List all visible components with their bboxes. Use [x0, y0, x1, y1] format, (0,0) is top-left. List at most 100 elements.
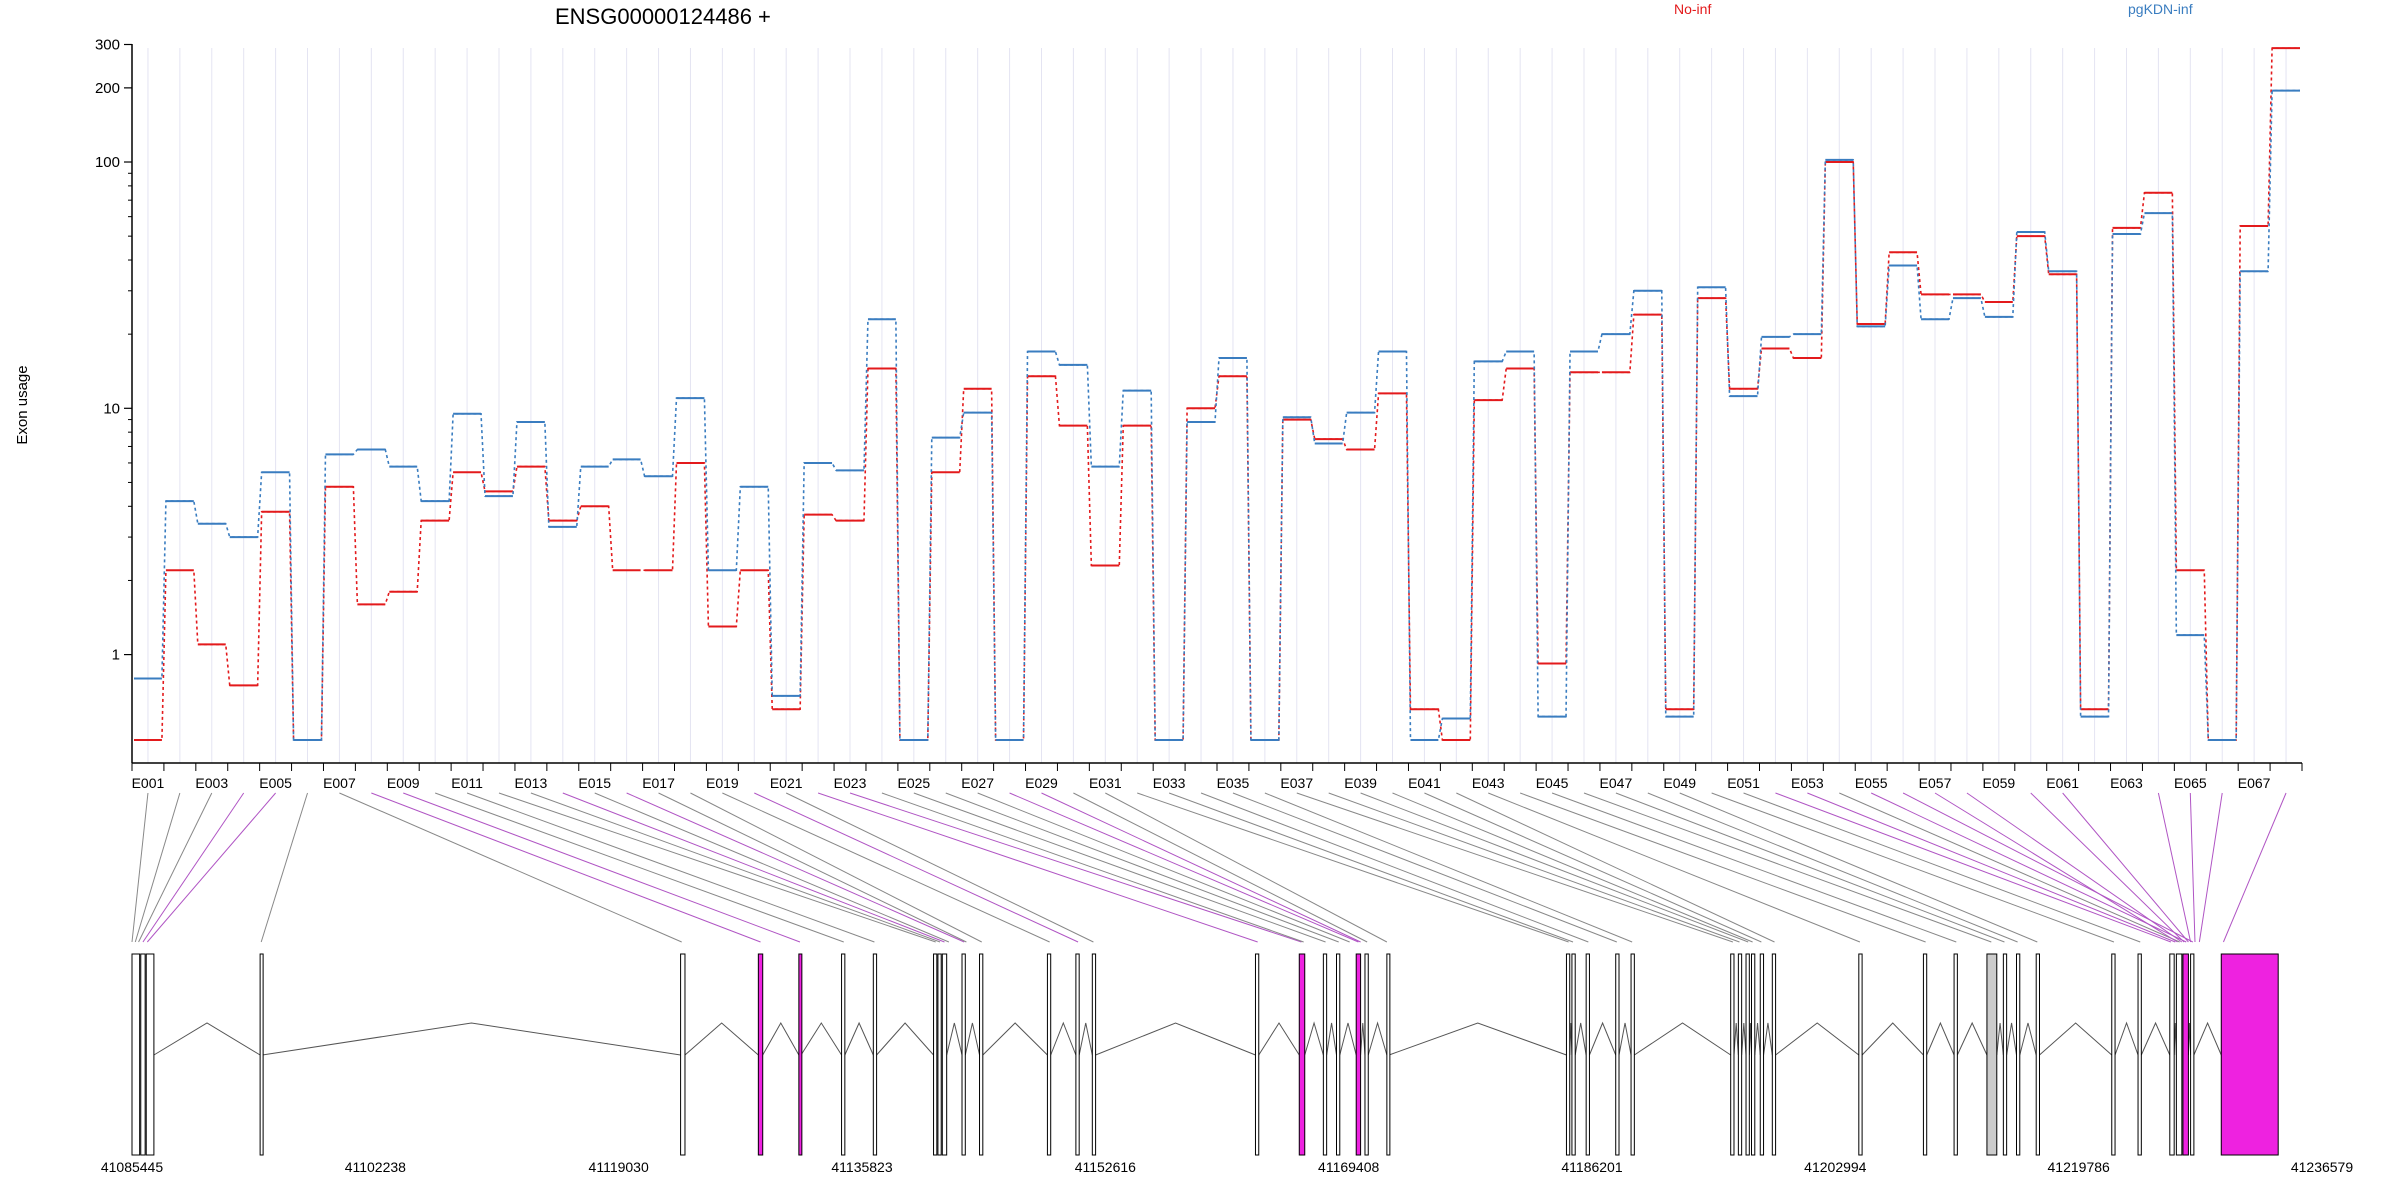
exon-connector	[1168, 792, 1574, 943]
intron-line	[1388, 1022, 1567, 1056]
x-tick-label: E007	[323, 775, 356, 791]
x-tick-label: E053	[1791, 775, 1824, 791]
exon-box	[1355, 953, 1362, 1156]
exon-connector	[1296, 792, 1734, 943]
coordinate-label: 41202994	[1804, 1159, 1867, 1175]
exon-connector	[1519, 792, 1926, 943]
exon-connector	[146, 792, 276, 943]
exon-box	[1571, 953, 1576, 1156]
exon-box	[2002, 953, 2008, 1156]
x-tick-label: E003	[195, 775, 228, 791]
exon-connector	[466, 792, 875, 943]
exon-connector	[594, 792, 950, 943]
coordinate-label: 41169408	[1318, 1159, 1379, 1175]
exon-connector	[945, 792, 1339, 943]
intron-line	[1996, 1022, 2004, 1056]
gene-model	[131, 953, 2279, 1156]
coordinate-label: 41135823	[831, 1159, 892, 1175]
plot-area	[134, 47, 2300, 741]
exon-box	[2175, 953, 2183, 1156]
intron-line	[1926, 1021, 1955, 1056]
x-tick-label: E025	[897, 775, 930, 791]
coordinate-label: 41236579	[2291, 1159, 2354, 1175]
x-tick-label: E029	[1025, 775, 1058, 791]
intron-line	[1304, 1021, 1324, 1056]
chart-title: ENSG00000124486 +	[555, 4, 771, 29]
exon-box	[131, 953, 141, 1156]
legend-series-pgkdn-inf: pgKDN-inf	[2128, 1, 2193, 17]
intron-line	[982, 1022, 1048, 1056]
exon-box	[1565, 953, 1571, 1156]
intron-line	[2039, 1022, 2113, 1056]
legend-series-no-inf: No-inf	[1674, 1, 1711, 17]
intron-line	[1078, 1022, 1093, 1056]
exon-box	[2220, 953, 2279, 1156]
exon-connector	[849, 792, 1302, 943]
exon-connector	[977, 792, 1350, 943]
x-tick-label: E019	[706, 775, 739, 791]
exon-box	[937, 953, 942, 1156]
exon-connector	[722, 792, 1050, 943]
intron-line	[964, 1022, 981, 1056]
x-tick-label: E015	[578, 775, 611, 791]
intron-line	[1326, 1022, 1337, 1056]
x-tick-label: E043	[1472, 775, 1505, 791]
intron-line	[1956, 1021, 1988, 1056]
intron-line	[1634, 1022, 1731, 1056]
y-tick-label: 10	[103, 400, 120, 417]
exon-connector	[1264, 792, 1633, 943]
exon-connector	[1839, 792, 2180, 943]
exon-box	[1759, 953, 1765, 1156]
exon-box	[1986, 953, 1998, 1156]
exon-box	[872, 953, 878, 1156]
intron-line	[2193, 1021, 2222, 1056]
exon-connector	[1488, 792, 1861, 943]
x-tick-label: E061	[2046, 775, 2079, 791]
exon-box	[1771, 953, 1777, 1156]
exon-box	[1336, 953, 1341, 1156]
exon-box	[841, 953, 846, 1156]
exon-box	[1922, 953, 1928, 1156]
exon-connector	[817, 792, 1258, 943]
exon-box	[145, 953, 155, 1156]
exon-box	[2182, 953, 2189, 1156]
intron-line	[1339, 1022, 1357, 1056]
intron-line	[2019, 1022, 2037, 1056]
exon-connector	[562, 792, 945, 943]
exon-box	[757, 953, 764, 1156]
exon-connector	[1615, 792, 2005, 943]
exon-box	[798, 953, 803, 1156]
exon-box	[941, 953, 948, 1156]
exon-connector	[1105, 792, 1388, 943]
exon-box	[961, 953, 966, 1156]
exon-box	[1298, 953, 1306, 1156]
exon-connector	[1711, 792, 2115, 943]
exon-connector	[1966, 792, 2183, 943]
intron-line	[1618, 1022, 1632, 1056]
exon-connector	[913, 792, 1326, 943]
exon-connector	[339, 792, 682, 943]
exon-box	[1737, 953, 1743, 1156]
exon-connector	[1679, 792, 2038, 943]
x-tick-label: E049	[1663, 775, 1696, 791]
intron-line	[2140, 1021, 2171, 1056]
exon-connector	[1456, 792, 1775, 943]
exon-connector	[1583, 792, 1992, 943]
intron-line	[684, 1022, 759, 1056]
axes: 1 10 100 200 300 E001 E003 E005 E007 E009 E011 E013…	[95, 37, 2303, 791]
exon-connector	[1137, 792, 1569, 943]
coordinate-label: 41152616	[1075, 1159, 1136, 1175]
exon-box	[1630, 953, 1635, 1156]
coordinate-label: 41102238	[345, 1159, 406, 1175]
x-tick-label: E045	[1536, 775, 1569, 791]
x-tick-label: E005	[259, 775, 292, 791]
intron-line	[1754, 1022, 1761, 1056]
x-tick-label: E021	[770, 775, 803, 791]
exon-box	[1730, 953, 1735, 1156]
x-tick-label: E039	[1344, 775, 1377, 791]
exon-connector	[1073, 792, 1368, 943]
x-tick-label: E067	[2238, 775, 2271, 791]
exon-connector	[1009, 792, 1359, 943]
exon-box	[1585, 953, 1590, 1156]
